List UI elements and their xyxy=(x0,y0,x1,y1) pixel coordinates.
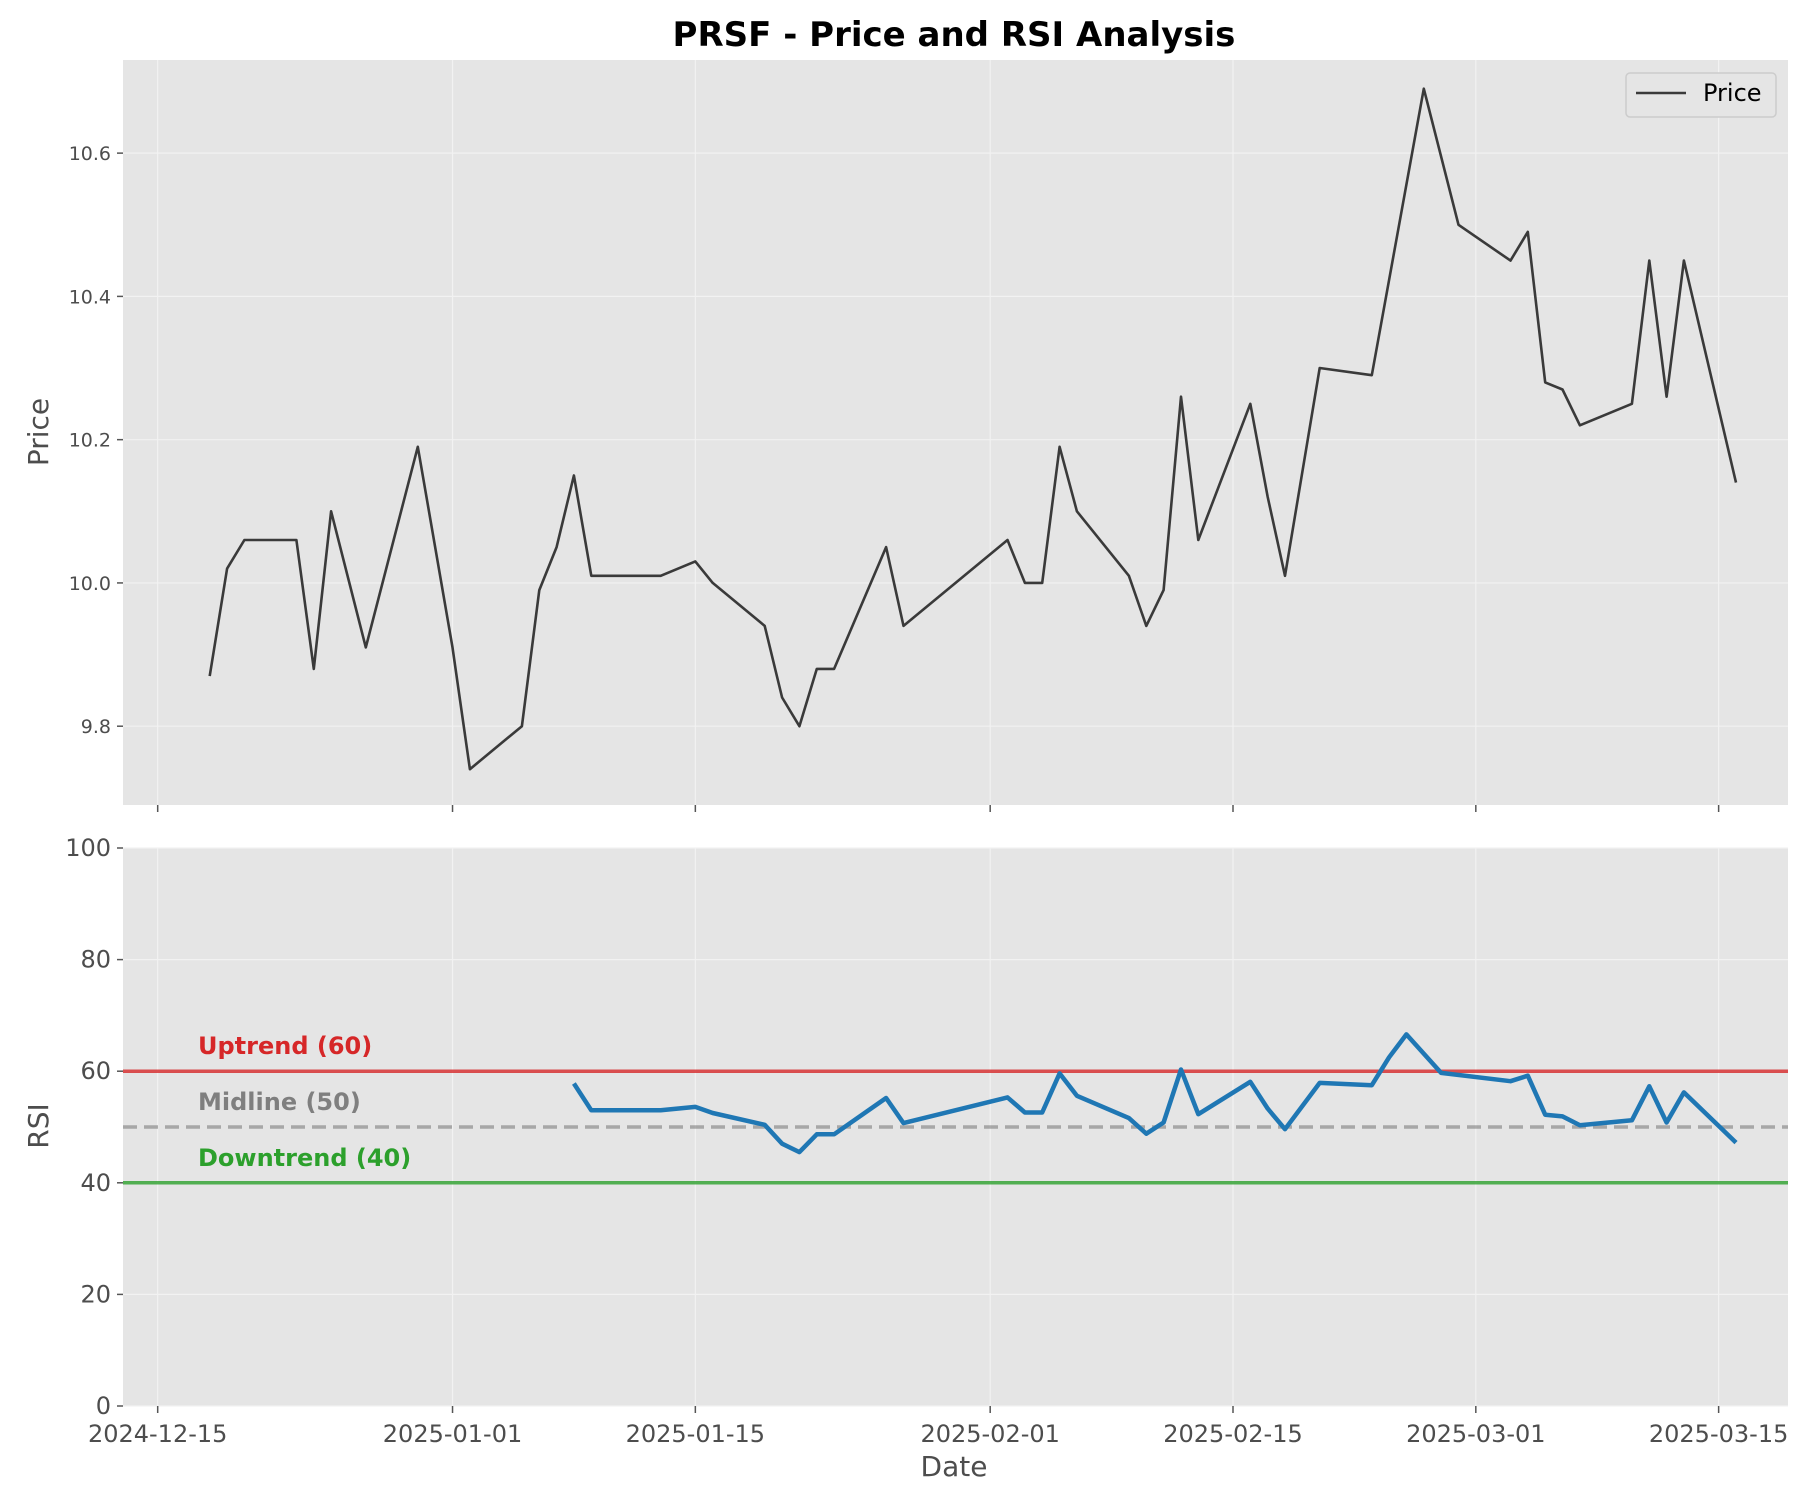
price-panel: 9.8 10.0 10.2 10.4 10.6 Price Price xyxy=(22,60,1788,812)
ref-label-60: Uptrend (60) xyxy=(198,1032,372,1060)
price-y-ticks: 9.8 10.0 10.2 10.4 10.6 xyxy=(69,143,123,738)
rsi-panel: 0 20 40 60 80 100 2024-12-15 2025-01-01 2025-01… xyxy=(22,834,1788,1483)
price-grid xyxy=(123,60,1788,805)
rsi-reference-lines: Uptrend (60) Midline (50) Downtrend (40) xyxy=(123,1032,1788,1185)
price-x-tick-marks xyxy=(156,805,1720,812)
price-y-tick-label: 10.4 xyxy=(69,286,111,308)
rsi-x-ticks: 2024-12-15 2025-01-01 2025-01-15 2025-02-01… xyxy=(88,1406,1788,1448)
rsi-series-line xyxy=(572,1032,1738,1155)
price-series-line xyxy=(208,87,1738,771)
chart-title: PRSF - Price and RSI Analysis xyxy=(673,15,1236,55)
price-y-tick-label: 10.6 xyxy=(69,143,111,165)
rsi-y-tick-label: 100 xyxy=(65,834,111,862)
legend-price-label: Price xyxy=(1703,79,1762,107)
rsi-y-tick-label: 60 xyxy=(80,1057,111,1085)
x-tick-label: 2025-03-15 xyxy=(1649,1420,1788,1448)
rsi-y-ticks: 0 20 40 60 80 100 xyxy=(65,834,123,1420)
legend-box xyxy=(1625,72,1777,118)
rsi-series-group xyxy=(572,1032,1738,1155)
x-tick-label: 2025-02-15 xyxy=(1163,1420,1302,1448)
rsi-y-tick-label: 20 xyxy=(80,1280,111,1308)
price-y-axis-label: Price xyxy=(22,398,55,466)
rsi-y-tick-label: 40 xyxy=(80,1169,111,1197)
price-y-tick-label: 9.8 xyxy=(81,716,111,738)
price-y-tick-label: 10.0 xyxy=(69,573,111,595)
rsi-y-axis-label: RSI xyxy=(22,1103,55,1149)
x-tick-label: 2025-01-15 xyxy=(626,1420,765,1448)
rsi-y-tick-label: 0 xyxy=(96,1392,111,1420)
price-series-group xyxy=(208,87,1738,771)
price-y-tick-label: 10.2 xyxy=(69,430,111,452)
price-legend: Price xyxy=(1625,72,1777,118)
x-tick-label: 2025-03-01 xyxy=(1406,1420,1545,1448)
x-tick-label: 2025-02-01 xyxy=(920,1420,1059,1448)
x-tick-label: 2024-12-15 xyxy=(88,1420,227,1448)
ref-label-50: Midline (50) xyxy=(198,1088,361,1116)
x-axis-label: Date xyxy=(921,1450,988,1483)
x-tick-label: 2025-01-01 xyxy=(383,1420,522,1448)
price-plot-area xyxy=(123,60,1788,805)
ref-label-40: Downtrend (40) xyxy=(198,1144,411,1172)
rsi-y-tick-label: 80 xyxy=(80,946,111,974)
